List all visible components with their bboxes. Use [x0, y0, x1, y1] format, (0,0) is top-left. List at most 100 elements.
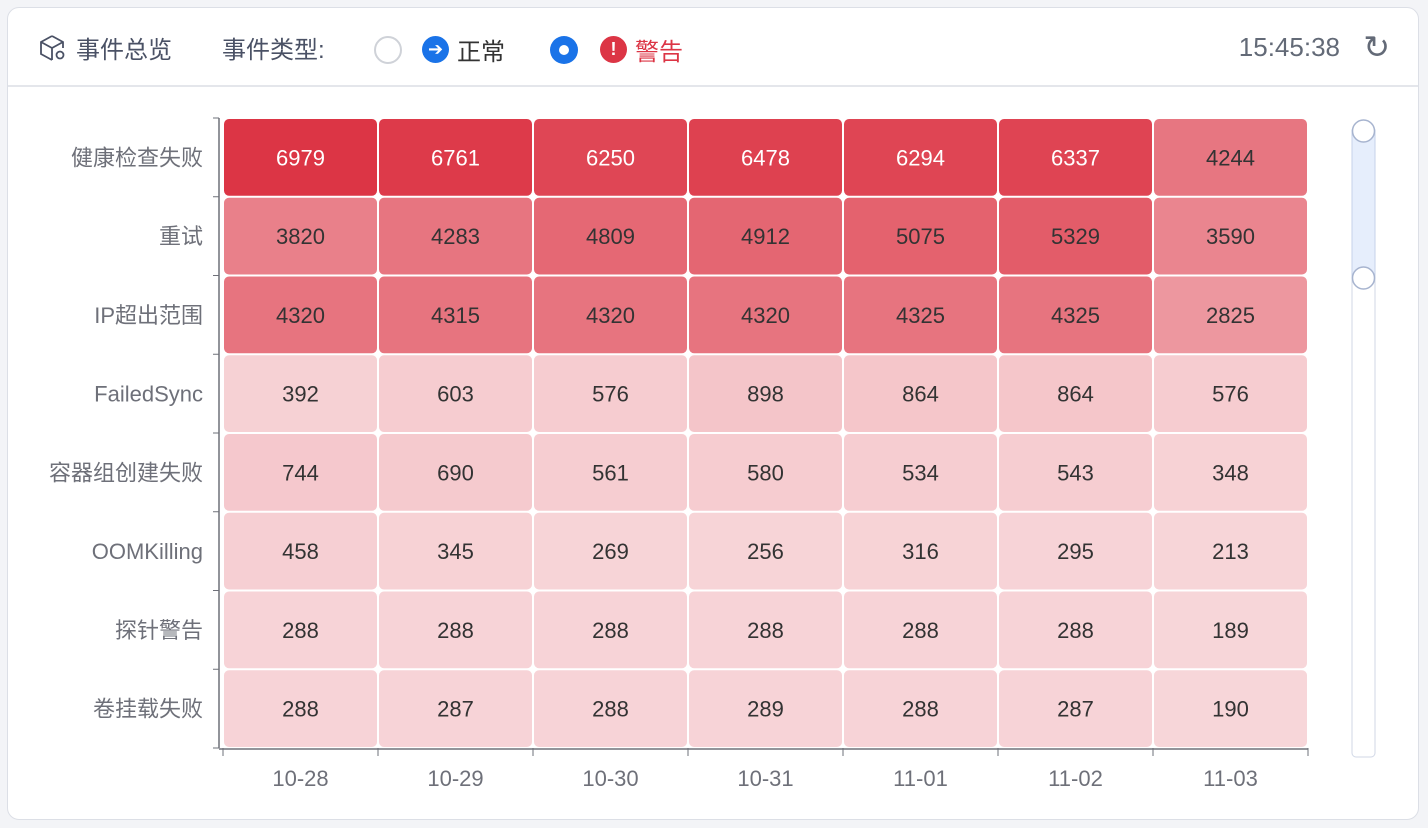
heatmap-cell[interactable]: [1154, 434, 1307, 511]
heatmap-cell[interactable]: [1154, 276, 1307, 354]
heatmap-cell[interactable]: [379, 434, 532, 511]
heatmap-cell[interactable]: [999, 197, 1152, 275]
cell-value-label: 6250: [586, 145, 635, 170]
heatmap-cell[interactable]: [379, 670, 532, 747]
cell-value-label: 561: [592, 460, 629, 485]
heatmap-cell[interactable]: [844, 119, 997, 196]
refresh-icon[interactable]: ↻: [1363, 29, 1390, 65]
cell-value-label: 213: [1212, 539, 1249, 564]
heatmap-cell[interactable]: [224, 512, 377, 590]
y-tick-label: 重试: [159, 224, 203, 249]
heatmap-cell[interactable]: [224, 119, 377, 196]
y-tick-label: IP超出范围: [94, 303, 203, 328]
heatmap-cell[interactable]: [534, 434, 687, 511]
radio-warning-label: 警告: [635, 39, 683, 66]
heatmap-cell[interactable]: [534, 119, 687, 196]
heatmap-cell[interactable]: [689, 119, 842, 196]
cell-value-label: 2825: [1206, 303, 1255, 328]
heatmap-cell[interactable]: [844, 197, 997, 275]
radio-normal[interactable]: ➔ 正常: [374, 32, 505, 67]
radio-normal-circle[interactable]: [374, 35, 402, 64]
cell-value-label: 288: [1057, 618, 1094, 643]
heatmap-cell[interactable]: [999, 434, 1152, 511]
cell-value-label: 392: [282, 382, 319, 407]
heatmap-cell[interactable]: [844, 434, 997, 511]
cell-value-label: 348: [1212, 460, 1249, 485]
heatmap-cell[interactable]: [1154, 119, 1307, 196]
y-tick-label: 容器组创建失败: [49, 460, 203, 485]
heatmap-cell[interactable]: [999, 119, 1152, 196]
heatmap-cell[interactable]: [534, 591, 687, 669]
x-tick-label: 11-01: [893, 766, 948, 791]
cell-value-label: 580: [747, 460, 784, 485]
heatmap-cell[interactable]: [844, 512, 997, 590]
header: 事件总览 事件类型: ➔ 正常 ! 警告 15:45:38 ↻: [8, 8, 1418, 87]
radio-normal-label: 正常: [457, 39, 505, 66]
timestamp: 15:45:38: [1238, 32, 1340, 62]
arrow-right-circle-icon: ➔: [422, 36, 449, 63]
cell-value-label: 288: [592, 618, 629, 643]
heatmap-cell[interactable]: [999, 276, 1152, 354]
heatmap-cell[interactable]: [379, 197, 532, 275]
heatmap-cell[interactable]: [999, 355, 1152, 432]
cell-value-label: 316: [902, 539, 939, 564]
heatmap-cell[interactable]: [999, 670, 1152, 747]
heatmap-cell[interactable]: [1154, 355, 1307, 432]
heatmap-cell[interactable]: [379, 119, 532, 196]
cell-value-label: 458: [282, 539, 319, 564]
visual-map-handle-top[interactable]: [1351, 119, 1376, 143]
cell-value-label: 4320: [741, 303, 790, 328]
heatmap-cell[interactable]: [689, 197, 842, 275]
heatmap-cell[interactable]: [224, 355, 377, 432]
heatmap-cell[interactable]: [224, 276, 377, 354]
heatmap-cell[interactable]: [379, 355, 532, 432]
heatmap-cell[interactable]: [844, 670, 997, 747]
heatmap-cell[interactable]: [689, 434, 842, 511]
heatmap-cell[interactable]: [224, 670, 377, 747]
cell-value-label: 288: [437, 618, 474, 643]
radio-warning-circle[interactable]: [550, 35, 578, 64]
cell-value-label: 4283: [431, 224, 480, 249]
heatmap-cell[interactable]: [844, 355, 997, 432]
heatmap-cell[interactable]: [689, 591, 842, 669]
cube-gear-icon: [40, 34, 65, 61]
radio-warning[interactable]: ! 警告: [550, 32, 683, 67]
heatmap-cell[interactable]: [999, 591, 1152, 669]
heatmap-cell[interactable]: [844, 276, 997, 354]
heatmap-cell[interactable]: [1154, 670, 1307, 747]
heatmap-cell[interactable]: [224, 434, 377, 511]
cell-value-label: 4912: [741, 224, 790, 249]
cell-value-label: 295: [1057, 539, 1094, 564]
cell-value-label: 543: [1057, 460, 1094, 485]
heatmap-cell[interactable]: [1154, 512, 1307, 590]
cell-value-label: 4325: [896, 303, 945, 328]
visual-map-selected-range[interactable]: [1351, 129, 1376, 279]
heatmap-cell[interactable]: [534, 197, 687, 275]
x-tick-label: 10-31: [737, 766, 793, 791]
cell-value-label: 256: [747, 539, 784, 564]
cell-value-label: 864: [902, 382, 939, 407]
heatmap-cell[interactable]: [534, 276, 687, 354]
heatmap-cell[interactable]: [689, 276, 842, 354]
heatmap-cell[interactable]: [534, 355, 687, 432]
visual-map-handle-bottom[interactable]: [1351, 266, 1376, 290]
heatmap-cell[interactable]: [534, 670, 687, 747]
heatmap-cell[interactable]: [689, 512, 842, 590]
heatmap-cell[interactable]: [379, 591, 532, 669]
heatmap-cell[interactable]: [999, 512, 1152, 590]
heatmap-cell[interactable]: [689, 355, 842, 432]
cell-value-label: 345: [437, 539, 474, 564]
cell-value-label: 288: [902, 697, 939, 722]
cell-value-label: 6979: [276, 145, 325, 170]
heatmap-cell[interactable]: [1154, 591, 1307, 669]
heatmap-cell[interactable]: [534, 512, 687, 590]
heatmap-cell[interactable]: [844, 591, 997, 669]
heatmap-cell[interactable]: [379, 512, 532, 590]
heatmap-cell[interactable]: [1154, 197, 1307, 275]
heatmap-cell[interactable]: [224, 197, 377, 275]
heatmap-cell[interactable]: [224, 591, 377, 669]
heatmap-cell[interactable]: [689, 670, 842, 747]
heatmap-cell[interactable]: [379, 276, 532, 354]
cell-value-label: 288: [902, 618, 939, 643]
